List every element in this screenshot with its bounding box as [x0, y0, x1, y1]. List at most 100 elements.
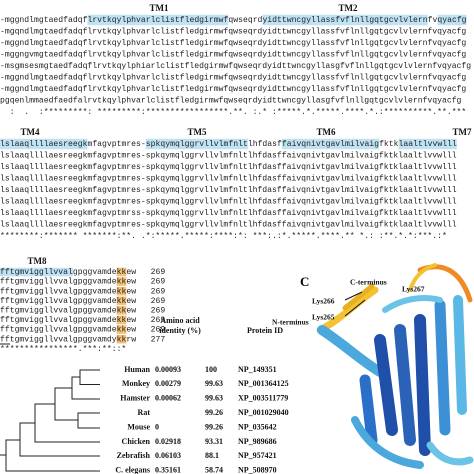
distance: 0.02918 — [155, 437, 181, 446]
sequence-segment: fftgmviggllvvalgpggvamde — [0, 287, 117, 296]
sequence-segment: lslaaqllllaesreegk — [0, 140, 88, 149]
panel-label: C — [300, 274, 309, 289]
sequence-segment: -mggndlmgtaedfadqflrvtkqylphvarlclistfle… — [0, 74, 466, 83]
sequence-segment: fftgmviggllvvalgpggvamde — [0, 326, 117, 335]
sequence-segment: -mggngvmgtaedfadqflrvtkqylphvarlclistfle… — [0, 51, 466, 60]
helix — [453, 295, 467, 415]
segment-highlight — [116, 286, 127, 296]
identity: 88.1 — [205, 451, 219, 460]
helix — [394, 324, 416, 446]
consensus: ****************.***:**::* — [0, 345, 126, 354]
sequence-length: 269 — [151, 326, 166, 335]
sequence-segment: kk — [117, 307, 127, 316]
sequence-segment: rw — [126, 335, 136, 344]
sequence-segment: lslaaqllllaesreegkmfagvptmres-spkqymqlgg… — [0, 198, 457, 207]
species: Mouse — [127, 422, 150, 431]
sequence-segment: gpggvamde — [73, 268, 117, 277]
sequence-segment: lrvtkqylphvarlclistfledgirmwf — [87, 16, 228, 25]
species: Human — [124, 365, 150, 374]
sequence-segment: kk — [117, 316, 127, 325]
identity: 93.31 — [205, 437, 223, 446]
sequence-length: 269 — [151, 307, 166, 316]
phylogenetic-tree — [0, 343, 100, 472]
sequence-segment: faivqnivtgavlmilvaig — [282, 140, 379, 149]
sequence-segment: -mggndlmgtaedfadqf — [0, 16, 88, 25]
sequence-segment: -mggndlmgtaedfadqflrvtkqylphvarlclistfle… — [0, 39, 466, 48]
sequence-length: 269 — [151, 297, 166, 306]
lys267-label: Lys267 — [402, 285, 425, 294]
species: C. elegans — [115, 466, 150, 474]
identity: 99.63 — [205, 379, 223, 388]
loop — [426, 441, 474, 466]
sequence-length: 269 — [151, 268, 166, 277]
identity: 58.74 — [205, 466, 223, 474]
species: Zebrafish — [117, 451, 151, 460]
segment-highlight — [116, 277, 127, 286]
distance: 0.35161 — [155, 466, 181, 474]
sequence-segment: lslaaqllllaesreegkmfagvptmres-spkqymqlgg… — [0, 152, 457, 161]
distance: 0.00279 — [155, 379, 181, 388]
tm-label: TM7 — [453, 127, 472, 137]
segment-highlight — [116, 267, 127, 277]
identity: 99.26 — [205, 422, 223, 431]
sequence-segment: lhfdasf — [248, 140, 282, 149]
sequence-segment: fv — [428, 16, 438, 25]
helix — [317, 325, 385, 377]
consensus: ********:******* *******:**. .*:*****.**… — [0, 232, 447, 241]
loop — [351, 416, 424, 469]
sequence-segment: ew — [126, 307, 136, 316]
tm-label: TM2 — [339, 3, 358, 13]
c-terminus-label: C-terminus — [350, 278, 387, 287]
protein-id: NP_149351 — [238, 365, 277, 374]
species: Monkey — [122, 379, 150, 388]
sequence-segment: fktk — [379, 140, 399, 149]
sequence-segment: kk — [117, 278, 127, 287]
sequence-segment: -mggndlmgtaedfadqflrvtkqylphvarlclistfle… — [0, 85, 466, 94]
sequence-segment: ew — [126, 287, 136, 296]
sequence-segment: kk — [117, 297, 127, 306]
column-header: Protein ID — [247, 326, 283, 335]
species: Chicken — [122, 437, 151, 446]
helix — [374, 334, 398, 436]
sequence-length: 269 — [151, 316, 166, 325]
tm-label: TM4 — [21, 127, 40, 137]
segment-highlight — [398, 138, 457, 150]
sequence-segment: ew — [126, 268, 136, 277]
helix — [414, 314, 431, 456]
segment-highlight — [116, 315, 127, 325]
identity: 100 — [205, 365, 217, 374]
tm-label: TM5 — [188, 127, 207, 137]
sequence-segment: fftgmviggllvvalgpggvamde — [0, 297, 117, 306]
sequence-length: 277 — [151, 335, 166, 344]
sequence-segment: lslaaqllllaesreegkmfagvptmres-spkqymqlgg… — [0, 175, 457, 184]
distance: 0.06103 — [155, 451, 181, 460]
n-terminus-label: N-terminus — [272, 318, 309, 327]
segment-highlight — [116, 334, 127, 344]
sequence-segment: laaltlvvwlll — [399, 140, 457, 149]
lys266-label: Lys266 — [312, 297, 335, 306]
tm-label: TM6 — [317, 127, 336, 137]
sequence-alignment: TM1 TM2 -mggndlmgtaedfadqf lrvtkqylphvarlcl… — [0, 3, 472, 354]
segment-highlight — [262, 14, 428, 26]
sequence-length: 269 — [151, 278, 166, 287]
helix — [434, 299, 451, 436]
tm-label: TM8 — [28, 256, 47, 266]
segment-highlight — [437, 14, 467, 26]
sequence-segment: qwseqrd — [228, 16, 262, 25]
sequence-segment: qyacfg — [437, 16, 466, 25]
segment-highlight — [281, 138, 380, 150]
consensus: : . :*********: *********:**************… — [0, 108, 466, 117]
segment-highlight — [116, 306, 127, 315]
column-header: Amino acid — [160, 316, 200, 325]
segment-highlight — [0, 138, 88, 150]
sequence-segment: pgqenlmmaedfaedfalrvtkqylphvarlclistfled… — [0, 97, 462, 106]
identity: 99.26 — [205, 408, 223, 417]
sequence-segment: kk — [117, 268, 127, 277]
sequence-segment: mfagvptmres- — [87, 140, 145, 149]
protein-id: NP_508970 — [238, 466, 277, 474]
identity: 99.63 — [205, 394, 223, 403]
protein-id: XP_003511779 — [238, 394, 288, 403]
sequence-segment: lslaaqllllaesreegkmfagvptmres-spkqymqlgg… — [0, 163, 457, 172]
protein-id: NP_989686 — [238, 437, 277, 446]
